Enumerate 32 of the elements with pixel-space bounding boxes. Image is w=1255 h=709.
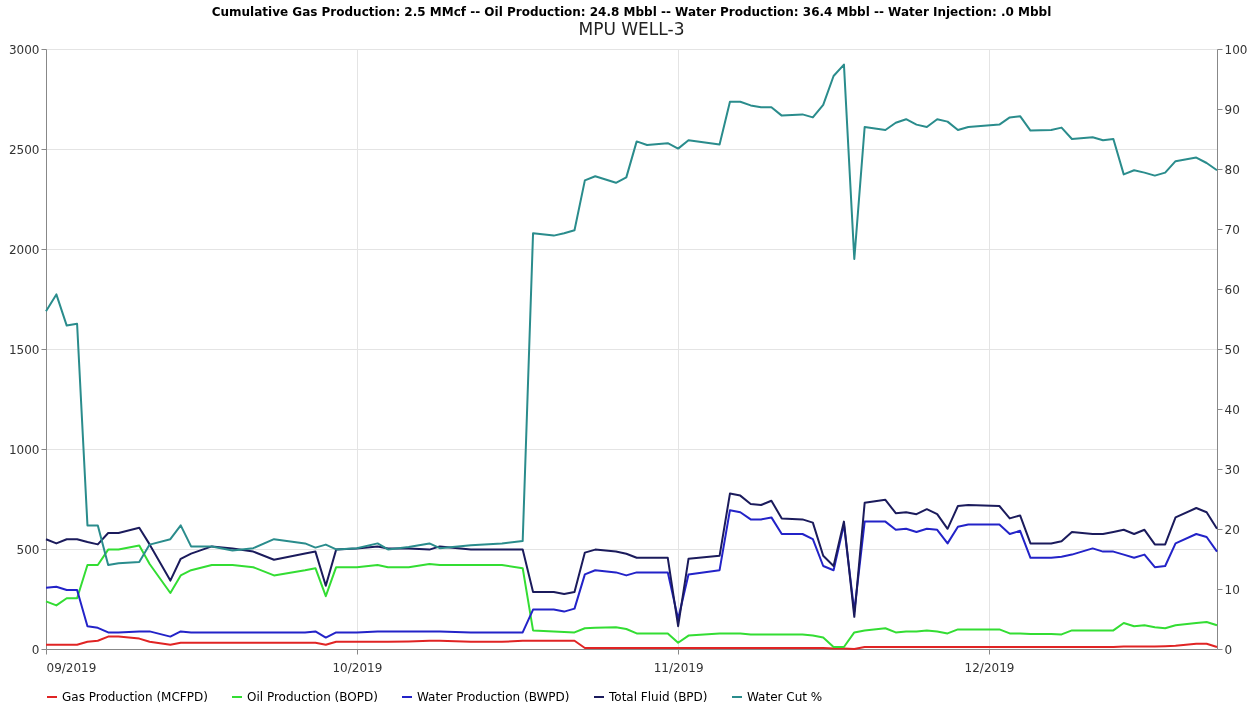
y2-tick-label: 80 xyxy=(1224,162,1240,177)
y-tick-label: 0 xyxy=(31,642,40,657)
y-tick-label: 3000 xyxy=(8,42,40,57)
y2-tick-label: 100 xyxy=(1224,42,1248,57)
y2-tick-label: 0 xyxy=(1224,642,1233,657)
x-tick-label: 09/2019 xyxy=(46,660,97,675)
x-tick-label: 10/2019 xyxy=(332,660,383,675)
y-tick-label: 1500 xyxy=(8,342,40,357)
legend-label: Water Production (BWPD) xyxy=(417,690,570,704)
chart-subtitle: MPU WELL-3 xyxy=(578,19,685,39)
y-tick-label: 500 xyxy=(16,542,40,557)
y-tick-label: 1000 xyxy=(8,442,40,457)
y2-tick-label: 20 xyxy=(1224,522,1240,537)
chart-title: Cumulative Gas Production: 2.5 MMcf -- Oil Production: 24.8 Mbbl -- Water Production: 36.4 Mbbl -- Water Injection: .0 Mbbl xyxy=(211,5,1052,19)
legend-label: Oil Production (BOPD) xyxy=(247,690,378,704)
y2-tick-label: 60 xyxy=(1224,282,1240,297)
y-tick-label: 2000 xyxy=(8,242,40,257)
legend-label: Water Cut % xyxy=(747,690,823,704)
y2-tick-label: 50 xyxy=(1224,342,1240,357)
line-series xyxy=(45,492,1218,628)
y2-tick-label: 70 xyxy=(1224,222,1240,237)
y2-tick-label: 90 xyxy=(1224,102,1240,117)
y-tick-label: 2500 xyxy=(8,142,40,157)
line-series xyxy=(45,509,1218,639)
x-tick-label: 11/2019 xyxy=(653,660,704,675)
line-series xyxy=(45,63,1218,566)
y2-tick-label: 40 xyxy=(1224,402,1240,417)
y2-tick-label: 30 xyxy=(1224,462,1240,477)
x-tick-label: 12/2019 xyxy=(964,660,1015,675)
legend-label: Gas Production (MCFPD) xyxy=(62,690,208,704)
y2-tick-label: 10 xyxy=(1224,582,1240,597)
legend-label: Total Fluid (BPD) xyxy=(608,690,708,704)
